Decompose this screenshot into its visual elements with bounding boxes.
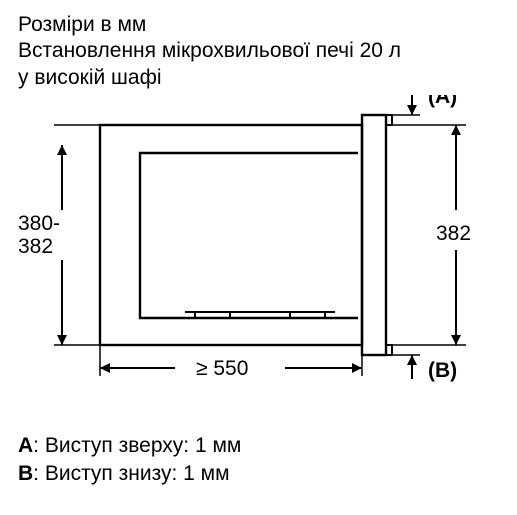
title-block: Розміри в мм Встановлення мікрохвильової… <box>18 12 401 91</box>
microwave-niche <box>140 153 358 318</box>
title-line-2: Встановлення мікрохвильової печі 20 л <box>18 38 401 64</box>
bottom-lip <box>386 345 392 355</box>
top-lip <box>386 115 392 125</box>
title-line-1: Розміри в мм <box>18 12 401 38</box>
legend-B-key: B <box>18 462 33 485</box>
legend-B-text: : Виступ знизу: 1 мм <box>33 462 229 485</box>
title-line-3: у високій шафі <box>18 65 401 91</box>
legend-A-text: : Виступ зверху: 1 мм <box>33 434 241 457</box>
dim-bottom-label: ≥ 550 <box>196 357 248 380</box>
front-trim <box>362 115 386 355</box>
legend-B: B: Виступ знизу: 1 мм <box>18 460 241 488</box>
legend-block: A: Виступ зверху: 1 мм B: Виступ знизу: … <box>18 432 241 489</box>
legend-A: A: Виступ зверху: 1 мм <box>18 432 241 460</box>
dim-right-label: 382 <box>436 222 471 245</box>
dim-left-label-2: 382 <box>18 235 53 258</box>
dim-A-label: (A) <box>428 95 457 108</box>
dim-B-label: (B) <box>428 359 457 382</box>
legend-A-key: A <box>18 434 33 457</box>
installation-diagram: 380- 382 ≥ 550 382 (A) (B) <box>0 95 517 415</box>
dim-left-label-1: 380- <box>18 212 60 235</box>
